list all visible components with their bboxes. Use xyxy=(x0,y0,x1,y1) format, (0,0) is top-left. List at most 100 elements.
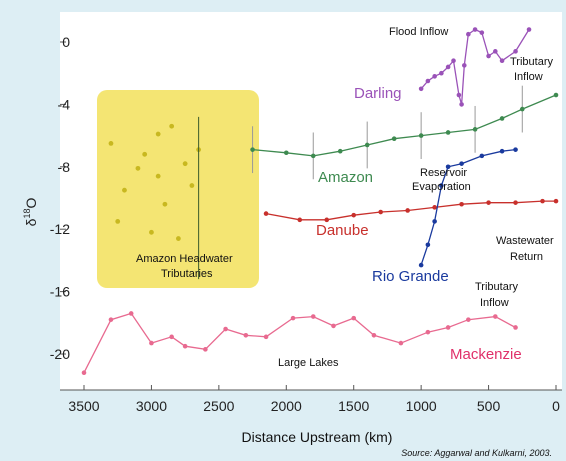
amazon-series-line xyxy=(252,94,557,157)
darling-label: Darling xyxy=(354,85,402,102)
danube-data-point xyxy=(297,217,303,223)
amazon-data-point xyxy=(250,147,255,152)
headwater-data-point xyxy=(142,151,148,157)
headwater-data-point xyxy=(149,229,154,235)
rio-grande-data-point xyxy=(445,164,451,170)
headwater-points xyxy=(108,116,202,280)
mackenzie-data-point xyxy=(243,332,249,338)
danube-data-point xyxy=(378,209,383,215)
wastewater-return-annotation-line2: Return xyxy=(510,251,543,263)
mackenzie-data-point xyxy=(398,340,404,346)
headwater-data-point xyxy=(122,187,127,193)
amazon-label: Amazon xyxy=(318,169,373,186)
danube-data-point xyxy=(513,200,518,205)
headwater-label-line2: Tributaries xyxy=(161,268,213,280)
amazon-data-point xyxy=(337,148,343,154)
mackenzie-data-point xyxy=(169,334,174,340)
danube-series-line xyxy=(265,200,556,221)
tributary-inflow-top-annotation-line1: Tributary xyxy=(510,56,553,68)
mackenzie-data-point xyxy=(331,323,336,329)
rio-grande-data-point xyxy=(499,148,505,154)
mackenzie-data-point xyxy=(513,325,518,330)
headwater-data-point xyxy=(115,219,121,224)
y-axis-label-main: δ xyxy=(23,218,39,226)
danube-data-point xyxy=(432,205,437,210)
reservoir-evaporation-annotation-line1: Reservoir xyxy=(420,167,467,179)
headwater-data-point xyxy=(162,201,168,207)
darling-data-point xyxy=(439,70,444,76)
rio-grande-data-point xyxy=(432,219,437,224)
headwater-label-line1: Amazon Headwater xyxy=(136,253,233,265)
mackenzie-data-point xyxy=(128,311,134,316)
amazon-data-point xyxy=(445,130,451,135)
mackenzie-data-point xyxy=(310,314,316,319)
headwater-data-point xyxy=(169,123,175,129)
amazon-data-point xyxy=(418,133,424,138)
x-tick-label: 1000 xyxy=(406,398,437,414)
source-note: Source: Aggarwal and Kulkarni, 2003. xyxy=(401,448,552,458)
darling-data-point xyxy=(493,49,498,54)
x-tick-label: 0 xyxy=(552,398,560,414)
darling-data-point xyxy=(425,78,431,84)
y-axis-label-sup: 18 xyxy=(22,209,32,219)
darling-data-point xyxy=(445,64,451,70)
darling-data-point xyxy=(486,53,491,59)
darling-data-point xyxy=(418,86,424,92)
amazon-data-point xyxy=(283,150,289,156)
mackenzie-data-point xyxy=(263,334,269,340)
tributary-inflow-bottom-annotation-line2: Inflow xyxy=(480,297,509,309)
darling-data-point xyxy=(432,74,437,79)
rio-grande-data-point xyxy=(439,183,444,188)
headwater-data-point xyxy=(155,131,161,137)
mackenzie-data-point xyxy=(290,315,296,321)
amazon-data-point xyxy=(553,92,559,98)
amazon-data-point xyxy=(310,153,316,159)
mackenzie-data-point xyxy=(466,317,471,322)
flood-inflow-annotation: Flood Inflow xyxy=(389,26,448,38)
headwater-data-point xyxy=(189,183,195,188)
mackenzie-data-point xyxy=(149,340,154,346)
mackenzie-label: Mackenzie xyxy=(450,346,522,363)
amazon-data-point xyxy=(364,142,370,148)
y-axis-label-tail: O xyxy=(23,198,39,209)
danube-data-point xyxy=(324,217,330,223)
rio-grande-data-point xyxy=(459,161,464,166)
amazon-headwater-highlight-box xyxy=(97,90,259,288)
mackenzie-data-point xyxy=(493,314,498,319)
danube-data-point xyxy=(405,208,410,213)
x-axis-label: Distance Upstream (km) xyxy=(242,429,393,445)
tributary-inflow-top-annotation-line2: Inflow xyxy=(514,71,543,83)
rio-grande-data-point xyxy=(425,242,431,248)
darling-data-point xyxy=(461,63,467,68)
danube-data-point xyxy=(540,198,545,204)
y-tick-label: -12 xyxy=(50,221,70,237)
mackenzie-data-point xyxy=(425,329,431,335)
x-tick-label: 3500 xyxy=(68,398,99,414)
reservoir-evaporation-annotation-line2: Evaporation xyxy=(412,181,471,193)
mackenzie-data-point xyxy=(445,325,451,330)
y-tick-label: -16 xyxy=(50,284,70,300)
tributary-inflow-bottom-annotation-line1: Tributary xyxy=(475,281,518,293)
danube-label: Danube xyxy=(316,222,369,239)
mackenzie-data-point xyxy=(223,326,228,332)
series-layer xyxy=(81,27,559,376)
amazon-data-point xyxy=(519,106,525,112)
y-tick-label: -20 xyxy=(50,346,70,362)
headwater-data-point xyxy=(135,165,141,171)
x-tick-label: 500 xyxy=(477,398,501,414)
mackenzie-data-point xyxy=(351,315,357,321)
mackenzie-data-point xyxy=(203,347,208,352)
rio-grande-data-point xyxy=(513,147,518,152)
danube-data-point xyxy=(486,200,491,205)
y-tick-label: -8 xyxy=(58,159,71,175)
rio-grande-data-point xyxy=(418,262,424,268)
headwater-data-point xyxy=(108,141,114,146)
darling-data-point xyxy=(451,58,456,64)
mackenzie-data-point xyxy=(182,343,188,349)
darling-data-point xyxy=(499,58,505,64)
x-tick-label: 1500 xyxy=(338,398,369,414)
x-tick-label: 2500 xyxy=(203,398,234,414)
darling-data-point xyxy=(466,31,471,37)
